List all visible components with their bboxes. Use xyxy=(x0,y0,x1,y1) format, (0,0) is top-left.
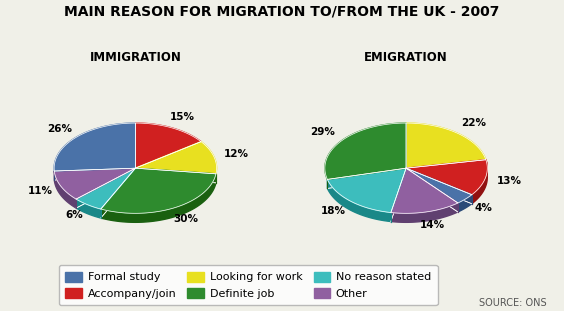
Text: 12%: 12% xyxy=(223,149,249,159)
Polygon shape xyxy=(54,168,135,199)
Text: MAIN REASON FOR MIGRATION TO/FROM THE UK - 2007: MAIN REASON FOR MIGRATION TO/FROM THE UK… xyxy=(64,5,500,19)
Text: 26%: 26% xyxy=(47,124,72,134)
Polygon shape xyxy=(328,168,406,212)
Text: 14%: 14% xyxy=(420,220,445,230)
Polygon shape xyxy=(406,123,486,168)
Title: IMMIGRATION: IMMIGRATION xyxy=(90,51,181,64)
Polygon shape xyxy=(325,123,406,179)
Polygon shape xyxy=(76,199,101,218)
Polygon shape xyxy=(458,195,472,212)
Polygon shape xyxy=(54,171,76,208)
Text: 30%: 30% xyxy=(173,214,198,224)
Polygon shape xyxy=(135,123,201,168)
Polygon shape xyxy=(54,123,135,171)
Polygon shape xyxy=(406,160,487,195)
Polygon shape xyxy=(328,179,391,221)
Polygon shape xyxy=(76,168,135,209)
Polygon shape xyxy=(472,160,487,204)
Polygon shape xyxy=(391,203,458,222)
Title: EMIGRATION: EMIGRATION xyxy=(364,51,448,64)
Text: 29%: 29% xyxy=(310,127,335,137)
Polygon shape xyxy=(406,168,472,203)
Text: 13%: 13% xyxy=(497,176,522,186)
Legend: Formal study, Accompany/join, Looking for work, Definite job, No reason stated, : Formal study, Accompany/join, Looking fo… xyxy=(59,265,438,305)
Text: 6%: 6% xyxy=(65,210,83,220)
Text: 18%: 18% xyxy=(321,206,346,216)
Polygon shape xyxy=(101,168,216,213)
Polygon shape xyxy=(135,142,217,174)
Polygon shape xyxy=(391,168,458,213)
Text: SOURCE: ONS: SOURCE: ONS xyxy=(479,298,547,308)
Text: 11%: 11% xyxy=(28,186,52,196)
Text: 4%: 4% xyxy=(474,203,492,213)
Text: 22%: 22% xyxy=(461,118,486,128)
Text: 15%: 15% xyxy=(170,112,195,122)
Polygon shape xyxy=(101,174,216,222)
